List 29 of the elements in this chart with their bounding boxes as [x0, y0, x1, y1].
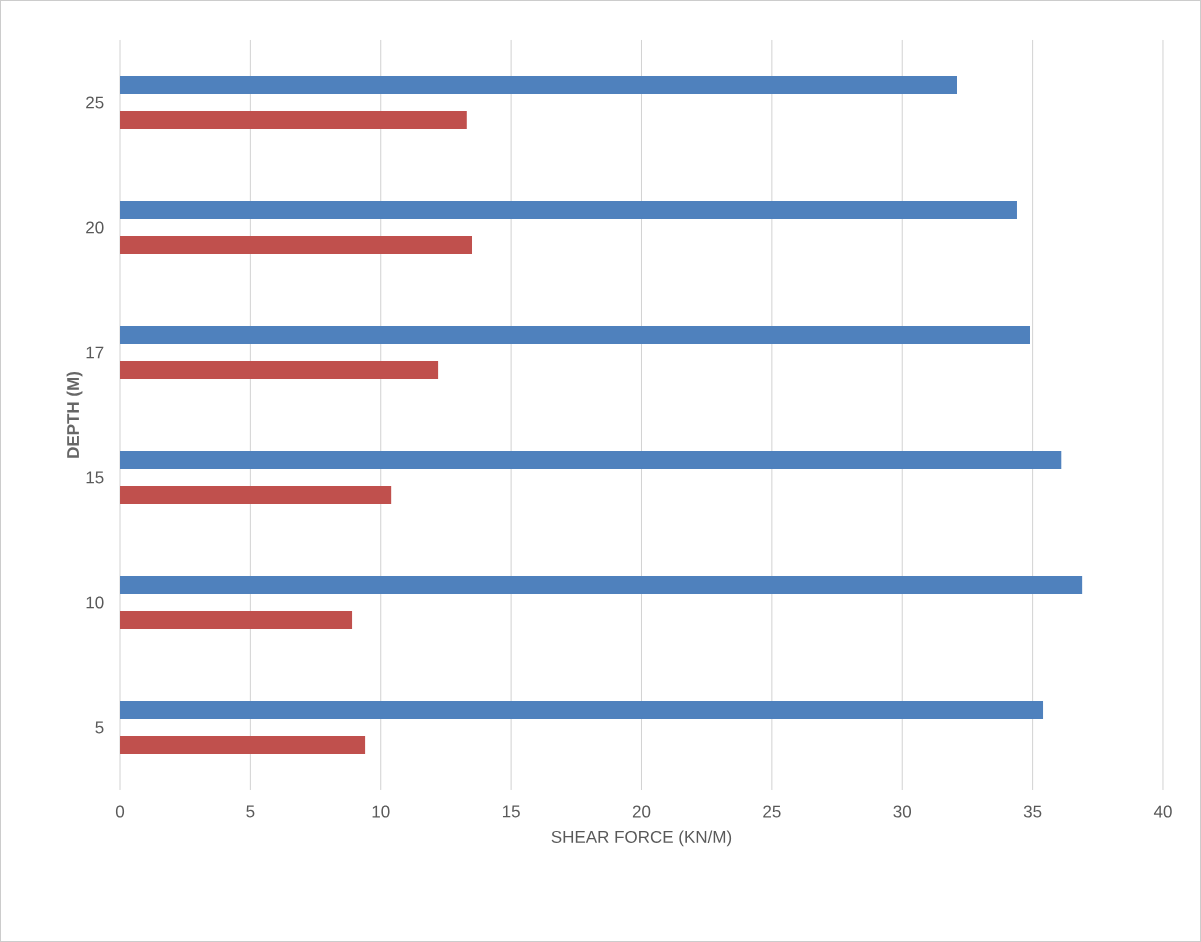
y-tick-label: 20	[86, 221, 104, 234]
x-tick-label: 10	[372, 805, 390, 818]
bar	[120, 235, 473, 254]
y-tick-label: 25	[86, 96, 104, 109]
bar	[120, 450, 1062, 469]
x-tick-label: 5	[246, 805, 255, 818]
x-tick-label: 20	[632, 805, 651, 818]
y-axis-title: DEPTH (M)	[66, 371, 83, 458]
y-tick-label: 17	[86, 346, 104, 359]
bar	[120, 736, 366, 754]
bar	[120, 701, 1044, 719]
bar	[120, 75, 957, 94]
bar	[120, 611, 353, 629]
bar	[120, 576, 1083, 594]
x-axis-title: SHEAR FORCE (KN/M)	[551, 830, 732, 847]
y-tick-label: 15	[86, 471, 104, 484]
x-tick-label: 40	[1153, 805, 1172, 818]
x-tick-label: 35	[1023, 805, 1042, 818]
x-tick-label: 15	[502, 805, 520, 818]
y-tick-label: 10	[86, 596, 104, 609]
x-tick-label: 30	[893, 805, 912, 818]
bar	[120, 486, 392, 504]
x-tick-label: 0	[115, 805, 125, 818]
bar	[120, 200, 1017, 219]
bar	[120, 360, 439, 379]
bar	[120, 110, 467, 129]
y-tick-label: 5	[95, 721, 104, 734]
x-tick-label: 25	[763, 805, 781, 818]
bar	[120, 325, 1031, 344]
